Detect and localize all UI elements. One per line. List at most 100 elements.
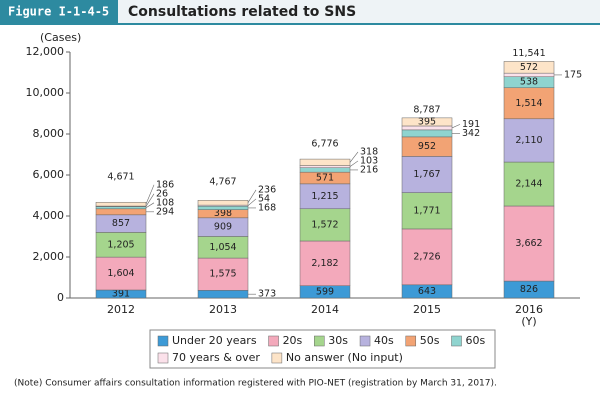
bar-segment (401, 156, 453, 193)
legend-label: 40s (374, 334, 394, 347)
value-label: 2,726 (413, 251, 440, 262)
bar-segment (503, 87, 555, 120)
value-label: 395 (418, 116, 436, 127)
value-label: 643 (418, 286, 436, 297)
bar-segment (197, 290, 249, 299)
x-tick-label: 2016 (515, 303, 543, 316)
y-tick-label: 4,000 (33, 209, 65, 222)
value-label: 599 (316, 286, 334, 297)
bar-segment (401, 192, 453, 230)
value-label: 1,767 (413, 169, 440, 180)
legend-label: 50s (420, 334, 440, 347)
value-label: 108 (156, 197, 174, 208)
leader (451, 124, 461, 129)
value-label: 168 (258, 202, 276, 213)
value-label: 2,110 (515, 135, 542, 146)
legend-swatch (314, 335, 325, 347)
legend-swatch (157, 335, 169, 347)
y-axis-label: (Cases) (40, 31, 81, 44)
y-tick-label: 10,000 (26, 86, 65, 99)
bar-segment (503, 205, 555, 282)
legend-label: 70 years & over (172, 351, 260, 364)
value-label: 191 (462, 119, 480, 130)
leader (349, 151, 359, 163)
value-label: 398 (214, 208, 232, 219)
leader (145, 202, 155, 208)
value-label: 572 (520, 62, 538, 73)
value-label: 318 (360, 146, 378, 157)
x-tick-label: 2013 (209, 303, 237, 316)
legend-label: No answer (No input) (286, 351, 403, 364)
leader (145, 193, 155, 207)
value-label: 103 (360, 155, 378, 166)
value-label: 342 (462, 128, 480, 139)
value-label: 216 (360, 164, 378, 175)
value-label: 1,575 (209, 269, 236, 280)
total-label: 11,541 (512, 48, 545, 59)
value-label: 2,144 (515, 179, 542, 190)
bar-segment (401, 117, 453, 127)
bar-segment (299, 183, 351, 210)
value-label: 1,215 (311, 191, 338, 202)
y-tick-label: 12,000 (26, 45, 65, 58)
bar-segment (503, 118, 555, 163)
total-label: 6,776 (311, 138, 338, 149)
legend-label: 30s (328, 334, 348, 347)
value-label: 294 (156, 206, 174, 217)
bar-segment (299, 165, 351, 168)
x-tick-label: 2012 (107, 303, 135, 316)
x-tick-label: 2015 (413, 303, 441, 316)
bar-segment (95, 201, 147, 207)
leader (247, 198, 257, 206)
y-tick-label: 6,000 (33, 168, 65, 181)
value-label: 1,572 (311, 219, 338, 230)
total-label: 4,671 (107, 171, 134, 182)
x-axis-label: (Y) (521, 315, 536, 328)
bar-segment (197, 200, 249, 206)
legend-label: Under 20 years (172, 334, 257, 347)
value-label: 2,182 (311, 258, 338, 269)
y-tick-label: 8,000 (33, 127, 65, 140)
bar-segment (401, 129, 453, 138)
bar-segment (503, 161, 555, 207)
legend-swatch (157, 352, 169, 364)
bar-segment (299, 240, 351, 286)
figure-badge (0, 0, 118, 24)
legend-swatch (405, 335, 417, 347)
legend-label: 60s (466, 334, 486, 347)
legend-label: 20s (283, 334, 303, 347)
bar-segment (95, 206, 147, 210)
total-label: 4,767 (209, 176, 236, 187)
bar-segment (197, 205, 249, 210)
leader (349, 160, 359, 167)
value-label: 26 (156, 188, 168, 199)
value-label: 3,662 (515, 238, 542, 249)
value-label: 1,604 (107, 268, 134, 279)
bar-segment (299, 208, 351, 242)
legend-swatch (268, 335, 279, 347)
value-label: 571 (316, 173, 334, 184)
leader (247, 189, 257, 203)
value-label: 1,205 (107, 239, 134, 250)
value-label: 1,054 (209, 242, 236, 253)
value-label: 373 (258, 289, 276, 300)
bar-segment (503, 72, 555, 77)
total-label: 8,787 (413, 104, 440, 115)
x-tick-label: 2014 (311, 303, 339, 316)
value-label: 952 (418, 141, 436, 152)
legend-swatch (359, 335, 371, 347)
value-label: 186 (156, 179, 174, 190)
value-label: 826 (520, 284, 538, 295)
value-label: 1,514 (515, 98, 542, 109)
legend-swatch (451, 335, 462, 347)
value-label: 175 (564, 69, 582, 80)
value-label: 54 (258, 193, 270, 204)
bar-segment (503, 61, 555, 74)
bar-segment (299, 158, 351, 166)
value-label: 857 (112, 218, 130, 229)
bar-segment (299, 167, 351, 173)
y-tick-label: 2,000 (33, 250, 65, 263)
value-label: 236 (258, 184, 276, 195)
value-label: 538 (520, 77, 538, 88)
